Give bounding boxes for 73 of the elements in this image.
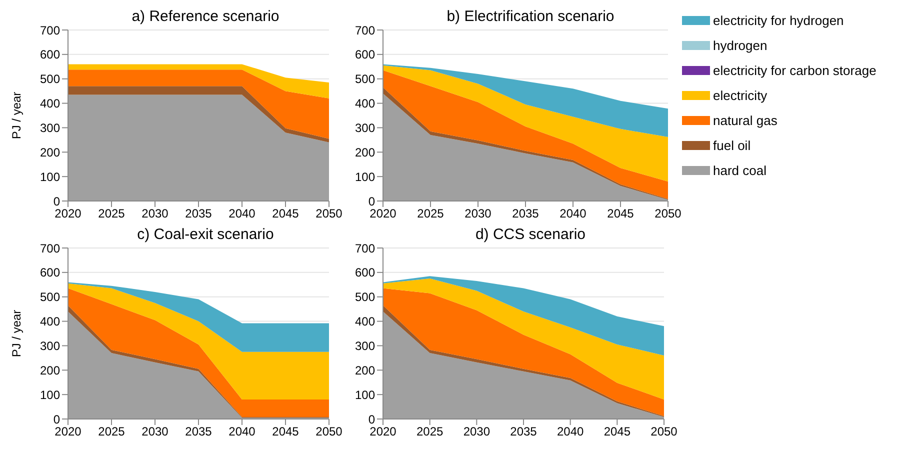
x-tick-label: 2020 bbox=[370, 424, 397, 439]
y-tick-label: 0 bbox=[368, 412, 376, 426]
x-tick-label: 2030 bbox=[463, 424, 490, 439]
x-tick-label: 2050 bbox=[654, 206, 682, 221]
x-tick-label: 2030 bbox=[142, 424, 169, 439]
x-tick-label: 2040 bbox=[560, 206, 587, 221]
legend-label: electricity for hydrogen bbox=[713, 13, 844, 28]
x-tick-label: 2045 bbox=[272, 424, 300, 439]
y-tick-label: 400 bbox=[40, 96, 60, 111]
legend-label: electricity bbox=[713, 88, 768, 103]
y-tick-label: 300 bbox=[354, 338, 376, 353]
y-tick-label: 200 bbox=[354, 145, 376, 160]
y-tick-label: 0 bbox=[53, 412, 60, 426]
y-tick-label: 600 bbox=[354, 266, 376, 280]
x-tick-label: 2025 bbox=[416, 424, 444, 439]
legend-label: hard coal bbox=[713, 163, 766, 178]
y-tick-label: 600 bbox=[40, 48, 60, 62]
x-tick-label: 2050 bbox=[316, 206, 343, 221]
x-tick-label: 2035 bbox=[510, 424, 538, 439]
legend-label: hydrogen bbox=[713, 38, 768, 53]
y-axis-title: PJ / year bbox=[9, 92, 24, 140]
y-tick-label: 100 bbox=[40, 170, 60, 184]
y-tick-label: 600 bbox=[354, 48, 376, 62]
chart-title: a) Reference scenario bbox=[130, 8, 280, 25]
y-tick-label: 600 bbox=[40, 266, 60, 280]
y-tick-label: 700 bbox=[40, 241, 60, 256]
y-tick-label: 100 bbox=[354, 388, 376, 402]
x-tick-label: 2045 bbox=[604, 424, 631, 439]
y-tick-label: 300 bbox=[354, 120, 376, 135]
y-tick-label: 400 bbox=[354, 96, 376, 111]
y-tick-label: 0 bbox=[368, 194, 376, 208]
x-tick-label: 2035 bbox=[185, 424, 212, 439]
y-axis-title: PJ / year bbox=[9, 310, 24, 358]
y-tick-label: 500 bbox=[354, 72, 376, 86]
y-tick-label: 400 bbox=[354, 314, 376, 329]
x-tick-label: 2030 bbox=[464, 206, 492, 221]
legend-label: electricity for carbon storage bbox=[713, 63, 876, 78]
x-tick-label: 2045 bbox=[272, 206, 300, 221]
chart-title: c) Coal-exit scenario bbox=[136, 226, 275, 243]
x-tick-label: 2040 bbox=[228, 206, 256, 221]
y-tick-label: 200 bbox=[40, 363, 60, 378]
x-tick-label: 2025 bbox=[98, 424, 126, 439]
y-tick-label: 700 bbox=[40, 23, 60, 38]
y-tick-label: 100 bbox=[354, 170, 376, 184]
y-tick-label: 0 bbox=[53, 194, 60, 208]
chart-title: d) CCS scenario bbox=[474, 226, 587, 243]
x-tick-label: 2020 bbox=[370, 206, 397, 221]
x-tick-label: 2025 bbox=[417, 206, 444, 221]
y-tick-label: 400 bbox=[40, 314, 60, 329]
x-tick-label: 2035 bbox=[185, 206, 212, 221]
x-tick-label: 2050 bbox=[316, 424, 343, 439]
legend-label: fuel oil bbox=[713, 138, 751, 153]
chart-title: b) Electrification scenario bbox=[446, 8, 616, 25]
x-tick-label: 2025 bbox=[98, 206, 126, 221]
y-tick-label: 200 bbox=[40, 145, 60, 160]
x-tick-label: 2045 bbox=[607, 206, 634, 221]
y-tick-label: 700 bbox=[354, 241, 376, 256]
y-tick-label: 500 bbox=[354, 290, 376, 304]
legend-label: natural gas bbox=[713, 113, 778, 128]
y-tick-label: 500 bbox=[40, 290, 60, 304]
x-tick-label: 2020 bbox=[54, 424, 82, 439]
y-tick-label: 100 bbox=[40, 388, 60, 402]
x-tick-label: 2030 bbox=[142, 206, 169, 221]
x-tick-label: 2040 bbox=[228, 424, 256, 439]
x-tick-label: 2035 bbox=[512, 206, 540, 221]
y-tick-label: 300 bbox=[40, 338, 60, 353]
x-tick-label: 2020 bbox=[54, 206, 82, 221]
x-tick-label: 2050 bbox=[650, 424, 678, 439]
y-tick-label: 700 bbox=[354, 23, 376, 38]
x-tick-label: 2040 bbox=[556, 424, 584, 439]
y-tick-label: 300 bbox=[40, 120, 60, 135]
y-tick-label: 500 bbox=[40, 72, 60, 86]
y-tick-label: 200 bbox=[354, 363, 376, 378]
